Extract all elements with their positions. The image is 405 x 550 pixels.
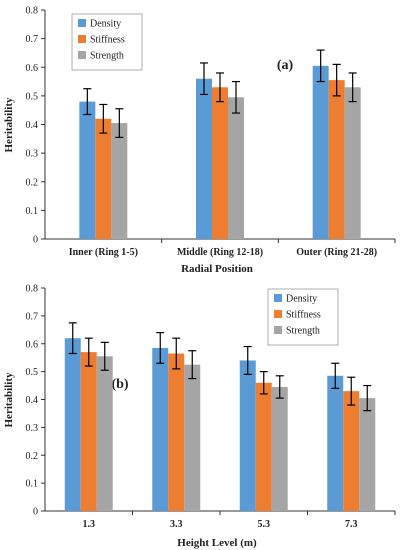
panel-a-chart: Heritability Radial Position (a) 0 0.1 0.2…	[3, 6, 396, 275]
panel-b-y-tick-label: 0.6	[26, 339, 39, 350]
panel-b-bar-stiffness-1	[168, 353, 185, 511]
panel-a-legend-label-density: Density	[90, 19, 121, 30]
panel-a-y-tick-label: 0.4	[26, 120, 39, 131]
panel-a-y-tick-label: 0.2	[26, 177, 39, 188]
panel-a-x-axis-title: Radial Position	[181, 263, 253, 275]
panel-b-y-tick-label: 0.1	[26, 479, 39, 490]
panel-a-y-tick-label: 0.1	[26, 206, 39, 217]
panel-a-legend-swatch-stiffness	[78, 35, 86, 43]
panel-a-bar-strength-0	[111, 123, 128, 239]
panel-b-x-axis-title: Height Level (m)	[177, 537, 257, 549]
panel-a-bar-density-2	[312, 65, 329, 239]
panel-a-label: (a)	[277, 58, 294, 73]
panel-b-legend-label-strength: Strength	[286, 326, 320, 337]
panel-b-x-tick-label: 3.3	[170, 519, 183, 530]
panel-b-x-tick-label: 7.3	[345, 519, 358, 530]
panel-a-bar-stiffness-0	[95, 118, 112, 239]
panel-a-y-axis-title: Heritability	[3, 97, 15, 152]
panel-b-bar-density-0	[64, 338, 81, 511]
panel-a-legend-swatch-strength	[78, 51, 86, 59]
panel-b-x-tick-label: 1.3	[83, 519, 96, 530]
panel-b-bar-strength-0	[96, 356, 113, 511]
panel-a-bar-strength-2	[344, 87, 361, 239]
panel-a-legend-swatch-density	[78, 19, 86, 27]
panel-a-legend-label-stiffness: Stiffness	[90, 35, 125, 46]
panel-a-y-tick-label: 0	[33, 235, 38, 246]
panel-b-bar-strength-3	[359, 398, 376, 511]
panel-b-legend-swatch-strength	[274, 326, 282, 334]
panel-a-bar-stiffness-2	[328, 80, 345, 239]
panel-a-bar-stiffness-1	[212, 87, 228, 239]
panel-b-bar-strength-1	[184, 364, 201, 511]
panel-b-bar-stiffness-2	[255, 382, 272, 511]
panel-b-legend-swatch-stiffness	[274, 310, 282, 318]
panel-b-chart: Heritability Height Level (m) (b) 0 0.1 0.…	[3, 284, 396, 549]
panel-b-y-axis-title: Heritability	[3, 372, 15, 427]
panel-b-y-tick-label: 0.4	[26, 395, 39, 406]
panel-a-x-tick-label: Outer (Ring 21-28)	[296, 247, 377, 258]
panel-b-y-tick-label: 0	[33, 507, 38, 518]
panel-b-bar-strength-2	[271, 386, 288, 511]
panel-b-x-tick-label: 5.3	[258, 519, 271, 530]
panel-b-bar-density-1	[152, 347, 169, 511]
panel-b-legend-label-density: Density	[286, 294, 317, 305]
panel-b-y-tick-label: 0.3	[26, 423, 39, 434]
panel-a-x-tick-label: Middle (Ring 12-18)	[177, 247, 263, 258]
panel-b-label: (b)	[111, 377, 128, 392]
panel-b-y-tick-label: 0.5	[26, 367, 39, 378]
panel-b-legend-swatch-density	[274, 294, 282, 302]
panel-b-y-tick-label: 0.2	[26, 451, 39, 462]
panel-b-y-tick-label: 0.8	[26, 284, 39, 295]
panel-a-x-tick-label: Inner (Ring 1-5)	[69, 247, 138, 258]
panel-a-y-tick-label: 0.5	[26, 91, 39, 102]
panel-a-y-tick-label: 0.3	[26, 149, 39, 160]
panel-b-legend-label-stiffness: Stiffness	[286, 310, 321, 321]
panel-a-y-tick-label: 0.7	[26, 34, 39, 45]
panel-a-legend-label-strength: Strength	[90, 51, 124, 62]
panel-a-y-tick-label: 0.6	[26, 63, 39, 74]
panel-b-bar-density-3	[327, 375, 344, 511]
panel-b-bar-density-2	[239, 360, 256, 511]
panel-b-bar-stiffness-3	[343, 391, 360, 511]
panel-a-bar-density-1	[196, 78, 212, 239]
panel-b-y-tick-label: 0.7	[26, 311, 39, 322]
panel-b-bar-stiffness-0	[80, 352, 97, 511]
panel-a-y-tick-label: 0.8	[26, 6, 39, 17]
panel-a-bar-density-0	[79, 101, 96, 239]
panel-a-bar-strength-1	[228, 97, 244, 240]
